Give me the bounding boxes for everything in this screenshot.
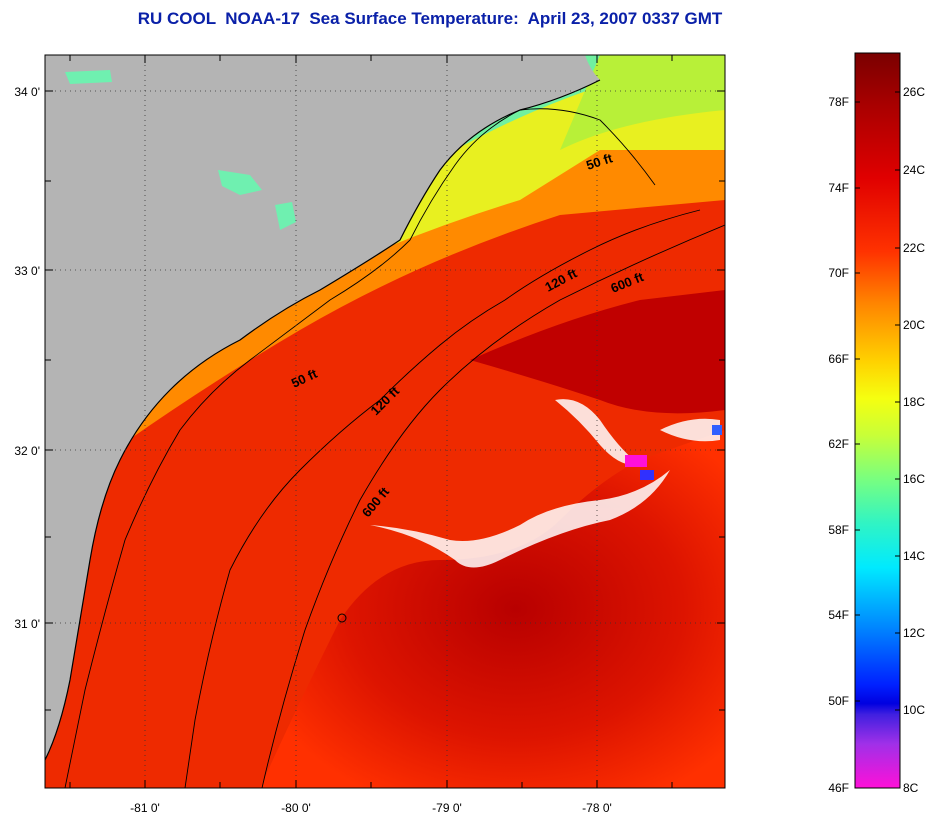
isobath-600ft <box>261 224 725 788</box>
celsius-tick: 22C <box>903 241 925 255</box>
warm-eddy <box>470 290 725 414</box>
colorbar-ticks <box>855 91 900 711</box>
fahrenheit-tick: 70F <box>828 266 849 280</box>
map-image <box>45 55 725 788</box>
longitude-label: -81 0' <box>130 801 160 815</box>
latitude-label: 33 0' <box>14 264 40 278</box>
cold-spots <box>625 425 722 480</box>
fahrenheit-tick: 54F <box>828 608 849 622</box>
north-shelf-water <box>560 55 725 150</box>
fahrenheit-tick: 62F <box>828 437 849 451</box>
celsius-tick: 26C <box>903 85 925 99</box>
celsius-tick: 12C <box>903 626 925 640</box>
celsius-tick: 10C <box>903 703 925 717</box>
fahrenheit-tick: 74F <box>828 181 849 195</box>
inland-lakes <box>65 70 296 230</box>
latitude-label: 31 0' <box>14 617 40 631</box>
celsius-tick: 18C <box>903 395 925 409</box>
land-mass <box>45 55 600 760</box>
fahrenheit-tick: 78F <box>828 95 849 109</box>
fahrenheit-tick: 50F <box>828 694 849 708</box>
graticule <box>45 55 725 788</box>
celsius-tick: 20C <box>903 318 925 332</box>
celsius-tick: 8C <box>903 781 919 795</box>
fahrenheit-tick: 66F <box>828 352 849 366</box>
map-title: RU COOL NOAA-17 Sea Surface Temperature:… <box>137 9 723 28</box>
longitude-label: -78 0' <box>582 801 612 815</box>
celsius-tick: 16C <box>903 472 925 486</box>
axis-ticks <box>45 55 725 788</box>
longitude-label: -79 0' <box>432 801 462 815</box>
fahrenheit-labels: 78F 74F 70F 66F 62F 58F 54F 50F 46F <box>828 95 849 795</box>
isobath-50ft <box>64 108 656 788</box>
cloud-patches <box>370 399 720 568</box>
buoy-marker <box>337 613 347 623</box>
map-frame <box>44 54 726 789</box>
fahrenheit-tick: 58F <box>828 523 849 537</box>
longitude-label: -80 0' <box>281 801 311 815</box>
fahrenheit-tick: 46F <box>828 781 849 795</box>
isobath-120ft <box>184 209 701 788</box>
celsius-tick: 24C <box>903 163 925 177</box>
celsius-labels: 26C 24C 22C 20C 18C 16C 14C 12C 10C 8C <box>903 85 925 795</box>
colorbar-scale <box>854 52 901 789</box>
latitude-label: 32 0' <box>14 444 40 458</box>
celsius-tick: 14C <box>903 549 925 563</box>
coastline <box>45 79 601 761</box>
latitude-label: 34 0' <box>14 85 40 99</box>
